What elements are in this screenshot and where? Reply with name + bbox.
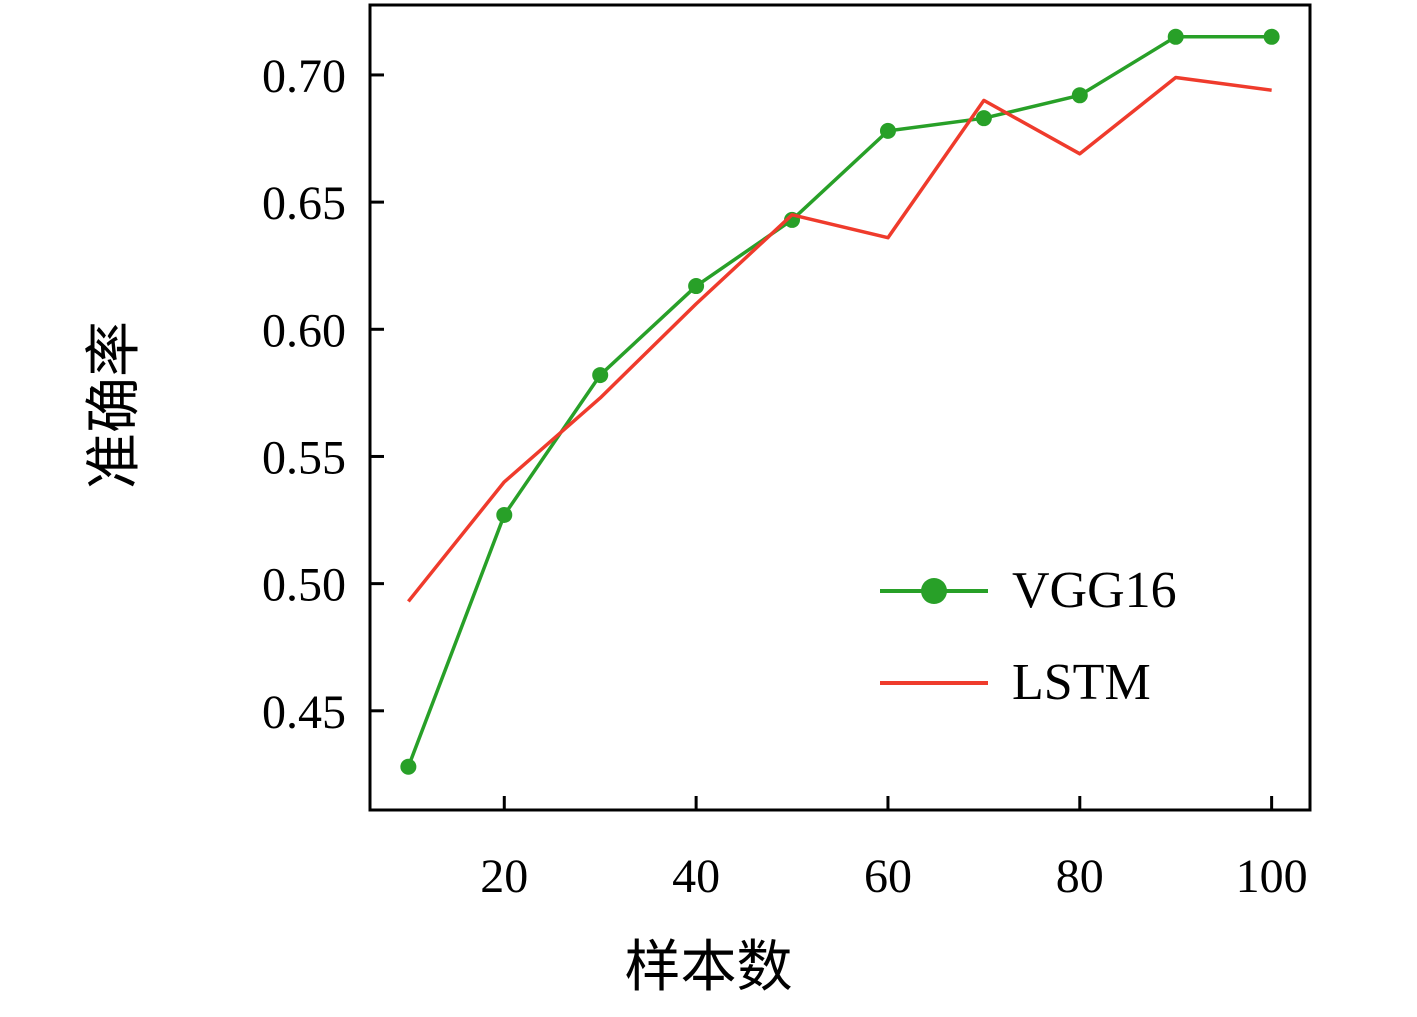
data-point-marker-vgg16 — [879, 122, 896, 139]
y-tick-label: 0.45 — [262, 686, 346, 739]
x-tick-label: 60 — [864, 850, 912, 903]
legend-item-vgg16: VGG16 — [878, 552, 1177, 630]
y-axis-label: 准确率 — [84, 321, 146, 489]
legend-item-lstm: LSTM — [878, 644, 1177, 722]
legend-label-lstm: LSTM — [1012, 654, 1151, 711]
series-line-lstm — [407, 75, 1272, 603]
y-tick-label: 0.55 — [262, 431, 346, 484]
x-tick-label: 40 — [672, 850, 720, 903]
data-point-marker-vgg16 — [592, 367, 609, 384]
data-point-marker-vgg16 — [688, 278, 705, 295]
legend-swatch-lstm — [880, 681, 988, 685]
y-tick-label: 0.50 — [262, 559, 346, 612]
y-tick-label: 0.65 — [262, 177, 346, 230]
data-point-marker-vgg16 — [1263, 28, 1280, 45]
legend-swatch-vgg16 — [880, 578, 988, 604]
axes-frame — [368, 3, 1312, 812]
data-point-marker-vgg16 — [1071, 87, 1088, 104]
y-tick-label: 0.70 — [262, 50, 346, 103]
x-tick-label: 20 — [480, 850, 528, 903]
legend-label-vgg16: VGG16 — [1012, 562, 1177, 619]
y-tick-label: 0.60 — [262, 304, 346, 357]
x-axis-label: 样本数 — [624, 937, 793, 999]
data-point-marker-vgg16 — [496, 506, 513, 523]
legend-marker-icon — [921, 578, 947, 604]
series-line-vgg16 — [406, 35, 1272, 768]
x-tick-label: 100 — [1236, 850, 1308, 903]
data-point-marker-vgg16 — [400, 758, 417, 775]
data-point-marker-vgg16 — [1167, 28, 1184, 45]
x-tick-label: 80 — [1056, 850, 1104, 903]
data-point-marker-vgg16 — [975, 110, 992, 127]
legend: VGG16 LSTM — [878, 552, 1177, 722]
